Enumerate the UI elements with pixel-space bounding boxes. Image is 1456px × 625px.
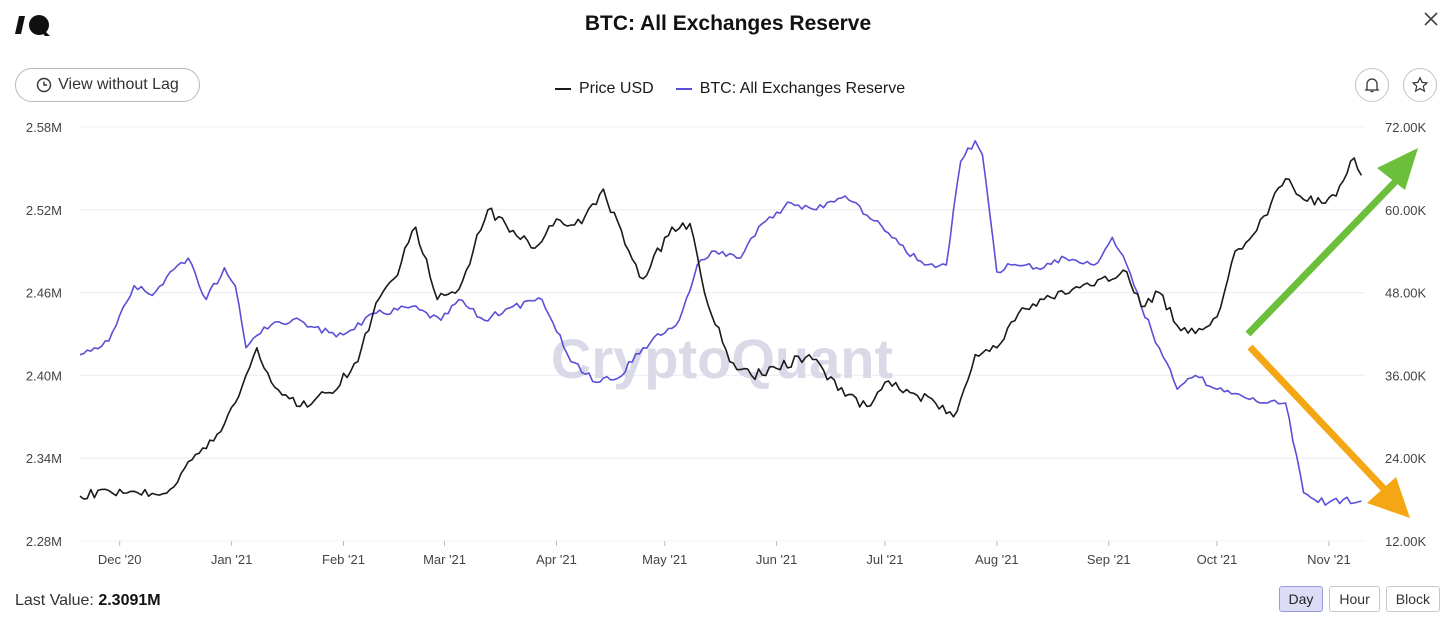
down-arrow-shaft	[1247, 344, 1388, 493]
range-block-button[interactable]: Block	[1385, 586, 1440, 612]
view-without-lag-button[interactable]: View without Lag	[15, 68, 200, 102]
last-value-label: Last Value:	[15, 592, 94, 609]
annotation-arrows	[1245, 148, 1418, 518]
favorite-button[interactable]	[1403, 68, 1437, 102]
range-day-button[interactable]: Day	[1278, 586, 1324, 612]
y-left-tick-label: 2.34M	[26, 451, 62, 466]
y-right-tick-label: 72.00K	[1385, 120, 1427, 135]
legend-swatch-price	[555, 88, 571, 90]
x-tick-label: Mar '21	[423, 552, 466, 567]
y-right-tick-label: 12.00K	[1385, 534, 1427, 549]
x-tick-label: Dec '20	[98, 552, 142, 567]
last-value-number: 2.3091M	[98, 592, 161, 609]
x-tick-label: Sep '21	[1087, 552, 1131, 567]
y-left-tick-label: 2.52M	[26, 203, 62, 218]
x-tick-label: Feb '21	[322, 552, 365, 567]
x-tick-label: Oct '21	[1197, 552, 1238, 567]
series-line-reserve	[79, 140, 1362, 506]
x-tick-label: Nov '21	[1307, 552, 1351, 567]
y-left-tick-label: 2.28M	[26, 534, 62, 549]
x-tick-label: Jun '21	[756, 552, 798, 567]
y-right-tick-label: 36.00K	[1385, 368, 1427, 383]
clock-icon	[36, 77, 52, 93]
series-line-price	[79, 157, 1363, 500]
range-selector: Day Hour Block	[1278, 586, 1440, 612]
close-icon[interactable]	[1420, 8, 1442, 30]
series-layer	[79, 140, 1363, 506]
y-left-tick-label: 2.58M	[26, 120, 62, 135]
logo-icon	[15, 15, 50, 36]
up-arrow-head	[1377, 148, 1418, 190]
y-right-tick-label: 24.00K	[1385, 451, 1427, 466]
bell-icon	[1364, 78, 1380, 93]
last-value: Last Value: 2.3091M	[15, 592, 161, 610]
down-arrow-head	[1367, 477, 1410, 518]
y-left-tick-label: 2.46M	[26, 286, 62, 301]
range-hour-button[interactable]: Hour	[1329, 586, 1380, 612]
star-icon	[1411, 76, 1429, 93]
chart-title: BTC: All Exchanges Reserve	[584, 12, 872, 35]
grid	[80, 126, 1365, 546]
y-right-tick-label: 60.00K	[1385, 203, 1427, 218]
x-tick-label: May '21	[642, 552, 687, 567]
x-tick-label: Jan '21	[211, 552, 253, 567]
y-right-tick-label: 48.00K	[1385, 286, 1427, 301]
chart-area: CryptoQuant 2.28M2.34M2.40M2.46M2.52M2.5…	[26, 120, 1427, 567]
tick-layer: 2.28M 2.34M 2.40M 2.46M 2.52M 2.58M 12.00K 24.0…	[26, 120, 1427, 567]
legend-label-reserve: BTC: All Exchanges Reserve	[699, 80, 906, 97]
x-tick-label: Apr '21	[536, 552, 577, 567]
x-tick-label: Aug '21	[975, 552, 1019, 567]
legend-item-price[interactable]: Price USD	[555, 80, 654, 98]
legend-swatch-reserve	[675, 88, 692, 90]
alert-button[interactable]	[1355, 68, 1389, 102]
legend-label-price: Price USD	[579, 80, 654, 97]
y-left-tick-label: 2.40M	[26, 368, 62, 383]
chart-legend: Price USD BTC: All Exchanges Reserve	[555, 80, 905, 98]
legend-item-reserve[interactable]: BTC: All Exchanges Reserve	[675, 80, 906, 98]
x-tick-label: Jul '21	[866, 552, 903, 567]
view-without-lag-label: View without Lag	[58, 76, 179, 93]
up-arrow-shaft	[1245, 179, 1398, 337]
